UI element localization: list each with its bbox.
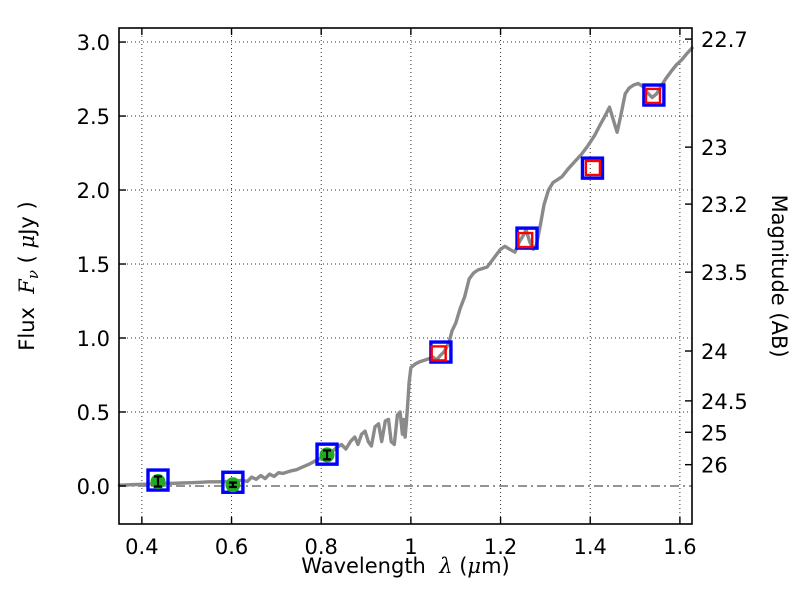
- magnitude-tick-label: 23.5: [701, 261, 748, 285]
- right-y-axis-title: Magnitude (AB): [767, 194, 791, 357]
- x-tick-label: 1.2: [484, 535, 517, 559]
- magnitude-tick-label: 25: [701, 421, 728, 445]
- x-tick-label: 1.4: [574, 535, 607, 559]
- plot-border: [118, 27, 693, 525]
- magnitude-tick-label: 23: [701, 136, 728, 160]
- flux-tick-label: 1.0: [77, 327, 110, 351]
- axis-labels: 0.4 0.6 0.8 1 1.2 1.4 1.6 0.0 0.5 1.0 1.5 2.0 2.5 3.0…: [15, 28, 791, 578]
- flux-tick-label: 1.5: [77, 253, 110, 277]
- flux-tick-label: 0.5: [77, 401, 110, 425]
- flux-tick-label: 0.0: [77, 475, 110, 499]
- model-spectrum-curve: [117, 46, 694, 487]
- photometry-markers: [146, 83, 666, 494]
- x-tick-label: 0.8: [305, 535, 338, 559]
- red-square-marker: [517, 231, 534, 249]
- left-y-axis-title: Flux Fν ( μJy ): [15, 201, 42, 350]
- x-tick-label: 0.6: [215, 535, 248, 559]
- flux-tick-label: 3.0: [77, 31, 110, 55]
- axes-spines: [118, 27, 693, 525]
- x-tick-label: 0.4: [125, 535, 158, 559]
- x-axis-title: Wavelength λ (μm): [301, 554, 509, 578]
- red-square-marker: [430, 345, 447, 362]
- axis-ticks: [119, 28, 692, 524]
- red-square-marker: [644, 87, 662, 105]
- magnitude-tick-label: 22.7: [701, 28, 748, 52]
- grid-lines: [119, 28, 692, 524]
- magnitude-tick-label: 24: [701, 340, 728, 364]
- model-spectrum-path: [117, 46, 694, 487]
- x-tick-label: 1: [404, 535, 417, 559]
- magnitude-tick-label: 26: [701, 454, 728, 478]
- flux-tick-label: 2.5: [77, 105, 110, 129]
- flux-tick-label: 2.0: [77, 179, 110, 203]
- blue-square-marker: [580, 156, 605, 180]
- blue-square-marker: [315, 442, 339, 466]
- blue-square-marker: [146, 468, 170, 492]
- x-tick-label: 1.6: [663, 535, 696, 559]
- red-square-marker: [584, 159, 602, 177]
- magnitude-tick-label: 24.5: [701, 390, 748, 414]
- blue-square-marker: [642, 83, 666, 107]
- magnitude-tick-label: 23.2: [701, 193, 748, 217]
